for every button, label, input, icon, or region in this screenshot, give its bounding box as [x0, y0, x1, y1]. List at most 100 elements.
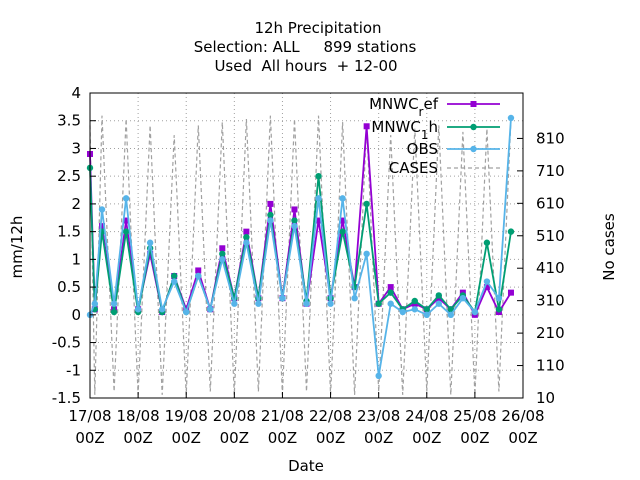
y-tick-label: 3: [71, 139, 81, 157]
data-point: [411, 306, 418, 313]
y-tick-label: 3.5: [57, 112, 81, 130]
x-tick-date: 21/08: [261, 407, 304, 425]
data-point: [243, 233, 250, 241]
gridlines: [90, 93, 523, 398]
data-point: [267, 211, 274, 219]
x-tick-date: 23/08: [357, 407, 400, 425]
data-point: [315, 195, 322, 202]
series-cases: [89, 115, 512, 395]
x-axis-ticks: 17/08 00Z 18/08 00Z 19/08 00Z 20/08 00Z 21/08 00Z…: [68, 392, 545, 447]
data-point: [146, 239, 154, 246]
plot-frame: [89, 92, 524, 399]
y-tick-label: -0.5: [52, 334, 81, 352]
data-point: [399, 308, 406, 316]
y2-tick-label: 410: [536, 259, 565, 277]
chart-title-line-1: 12h Precipitation: [254, 19, 381, 37]
data-point: [279, 294, 286, 302]
data-point: [219, 250, 226, 258]
legend-label: OBS: [407, 140, 438, 158]
data-point: [207, 306, 214, 313]
data-point: [110, 308, 118, 316]
y-tick-label: 1: [71, 250, 81, 268]
x-tick-time: 00Z: [316, 429, 345, 447]
y-tick-label: 0: [71, 306, 81, 324]
data-point: [507, 114, 515, 122]
x-tick-time: 00Z: [508, 429, 537, 447]
legend-label-rest: ef: [423, 95, 438, 113]
series-line: [89, 126, 512, 317]
x-tick-date: 17/08: [68, 407, 111, 425]
x-tick-date: 22/08: [309, 407, 352, 425]
y2-tick-label: 210: [536, 324, 565, 342]
legend-marker: [470, 101, 477, 107]
legend-label-subscript: r: [419, 105, 424, 119]
legend-label-rest: h: [428, 118, 438, 136]
x-tick-time: 00Z: [220, 429, 249, 447]
data-point: [387, 300, 394, 307]
y2-tick-label: 110: [536, 357, 565, 375]
legend-entry: MNWCref: [369, 95, 500, 119]
y2-tick-label: 310: [536, 292, 565, 310]
y-axis-label: mm/12h: [8, 216, 26, 279]
data-point: [158, 306, 166, 313]
legend-label: CASES: [389, 159, 438, 177]
x-tick-time: 00Z: [412, 429, 441, 447]
data-point: [483, 278, 491, 285]
data-point: [351, 294, 358, 302]
legend-entry: CASES: [389, 159, 500, 177]
x-tick-time: 00Z: [75, 429, 104, 447]
legend-label: MNWC1h: [371, 118, 438, 142]
series-line: [89, 167, 512, 316]
data-point: [423, 306, 430, 313]
x-tick-time: 00Z: [123, 429, 152, 447]
y2-tick-label: 610: [536, 194, 565, 212]
data-point: [363, 200, 370, 208]
data-point: [375, 300, 382, 307]
data-point: [483, 239, 491, 246]
x-tick-time: 00Z: [460, 429, 489, 447]
data-point: [231, 300, 238, 307]
y-tick-label: 0.5: [57, 278, 81, 296]
legend-label-base: MNWC: [371, 118, 420, 136]
data-point: [339, 228, 346, 235]
y-tick-label: -1.5: [52, 389, 81, 407]
data-point: [99, 223, 106, 230]
data-point: [183, 308, 190, 316]
data-point: [411, 297, 418, 305]
legend-label: MNWCref: [369, 95, 439, 119]
data-point: [363, 250, 370, 258]
data-point: [507, 228, 515, 235]
legend-label-base: OBS: [407, 140, 438, 158]
y2-tick-label: 10: [536, 389, 555, 407]
series-layer: [86, 114, 515, 395]
legend-label-subscript: 1: [421, 128, 429, 142]
series-line: [89, 115, 512, 395]
y-tick-label: 1.5: [57, 223, 81, 241]
data-point: [122, 195, 130, 202]
data-point: [387, 284, 394, 291]
data-point: [134, 306, 142, 313]
x-tick-date: 19/08: [165, 407, 208, 425]
series-mnwc-ref: [87, 123, 514, 318]
data-point: [447, 311, 455, 319]
data-point: [267, 217, 274, 224]
data-point: [291, 206, 298, 213]
data-point: [363, 123, 370, 130]
x-tick-time: 00Z: [364, 429, 393, 447]
x-tick-date: 25/08: [453, 407, 496, 425]
chart-title-line-2: Selection: ALL 899 stations: [194, 38, 417, 56]
legend-entry: OBS: [407, 140, 500, 158]
data-point: [303, 300, 310, 307]
x-tick-date: 18/08: [116, 407, 159, 425]
data-point: [291, 222, 298, 230]
data-point: [255, 300, 262, 307]
data-point: [195, 272, 202, 280]
y2-tick-label: 710: [536, 162, 565, 180]
data-point: [170, 272, 178, 280]
chart-title-line-3: Used All hours + 12-00: [214, 57, 397, 75]
data-point: [459, 294, 467, 302]
y-tick-label: -1: [66, 361, 81, 379]
